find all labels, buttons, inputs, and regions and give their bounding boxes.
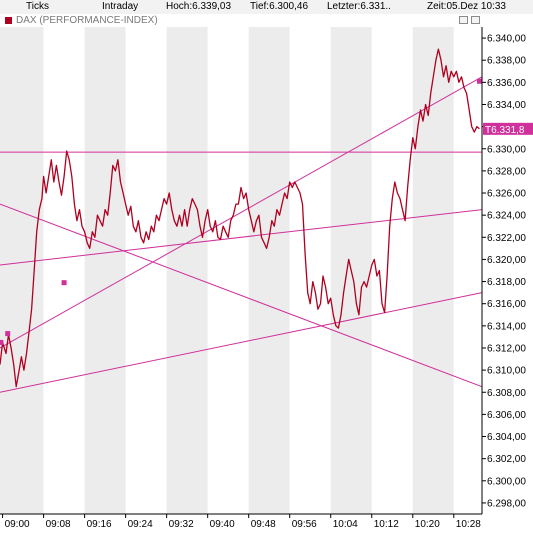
time-band (207, 27, 249, 514)
x-tick-label: 09:48 (251, 519, 276, 530)
y-tick-label: 6.330,00 (487, 144, 526, 155)
trend-marker (5, 331, 11, 337)
x-tick-label: 10:20 (415, 519, 440, 530)
maximize-button[interactable] (471, 16, 480, 24)
y-tick-label: 6.314,00 (487, 321, 526, 332)
y-tick-label: 6.304,00 (487, 432, 526, 443)
y-tick-label: 6.298,00 (487, 498, 526, 509)
series-color-icon (5, 17, 12, 24)
time-band (371, 27, 413, 514)
x-tick-label: 09:56 (292, 519, 317, 530)
trend-markers (0, 78, 482, 345)
y-tick-label: 6.312,00 (487, 343, 526, 354)
time-band (248, 27, 290, 514)
y-tick-label: 6.302,00 (487, 454, 526, 465)
x-tick-label: 09:32 (169, 519, 194, 530)
chart-header: Ticks Intraday Hoch:6.339,03 Tief:6.300,… (0, 0, 533, 15)
trend-line (0, 203, 483, 388)
y-tick-label: 6.318,00 (487, 277, 526, 288)
trend-marker (0, 339, 4, 345)
mode-label[interactable]: Ticks (26, 1, 49, 12)
x-tick-label: 09:00 (5, 519, 30, 530)
x-tick-label: 10:28 (456, 519, 481, 530)
high-value: Hoch:6.339,03 (166, 1, 232, 12)
x-tick-label: 09:16 (87, 519, 112, 530)
trend-line (0, 209, 483, 266)
minimize-button[interactable] (459, 16, 468, 24)
y-tick-label: 6.316,00 (487, 299, 526, 310)
last-value-tag: T6.331,8 (483, 122, 533, 136)
y-tick-label: 6.336,00 (487, 78, 526, 89)
trend-marker (476, 78, 482, 84)
x-tick-label: 10:12 (374, 519, 399, 530)
y-tick-label: 6.306,00 (487, 410, 526, 421)
low-value: Tief:6.300,46 (250, 1, 309, 12)
trend-lines (0, 76, 483, 393)
last-value-tag-bg (483, 122, 533, 135)
y-tick-label: 6.340,00 (487, 34, 526, 45)
x-tick-label: 09:24 (128, 519, 153, 530)
x-tick-label: 10:04 (333, 519, 358, 530)
time-band (166, 27, 208, 514)
chart-title: DAX (PERFORMANCE-INDEX) (16, 15, 158, 26)
time-band (84, 27, 126, 514)
price-line (0, 48, 480, 388)
trend-line (0, 76, 483, 349)
chart-subheader: DAX (PERFORMANCE-INDEX) (0, 14, 533, 27)
y-tick-label: 6.320,00 (487, 255, 526, 266)
time-band (43, 27, 85, 514)
range-label[interactable]: Intraday (102, 1, 139, 12)
y-tick-label: 6.322,00 (487, 233, 526, 244)
y-tick-label: 6.326,00 (487, 189, 526, 200)
time-band (125, 27, 167, 514)
y-tick-label: 6.328,00 (487, 166, 526, 177)
time-band (289, 27, 331, 514)
trend-marker (61, 280, 67, 286)
time-value: Zeit:05.Dez 10:33 (427, 1, 506, 12)
x-tick-label: 09:08 (46, 519, 71, 530)
y-tick-label: 6.300,00 (487, 476, 526, 487)
time-band (412, 27, 454, 514)
last-value: Letzter:6.331.. (327, 1, 391, 12)
y-tick-label: 6.310,00 (487, 366, 526, 377)
axes: 6.340,006.338,006.336,006.334,006.332,00… (0, 27, 526, 530)
y-tick-label: 6.334,00 (487, 100, 526, 111)
price-series (0, 48, 480, 388)
time-band (453, 27, 482, 514)
time-band (0, 27, 44, 514)
time-bands (0, 27, 482, 514)
last-value-tag-text: T6.331,8 (485, 125, 525, 136)
y-tick-label: 6.324,00 (487, 211, 526, 222)
y-tick-label: 6.308,00 (487, 388, 526, 399)
x-tick-label: 09:40 (210, 519, 235, 530)
trend-line (0, 292, 483, 393)
y-tick-label: 6.338,00 (487, 56, 526, 67)
